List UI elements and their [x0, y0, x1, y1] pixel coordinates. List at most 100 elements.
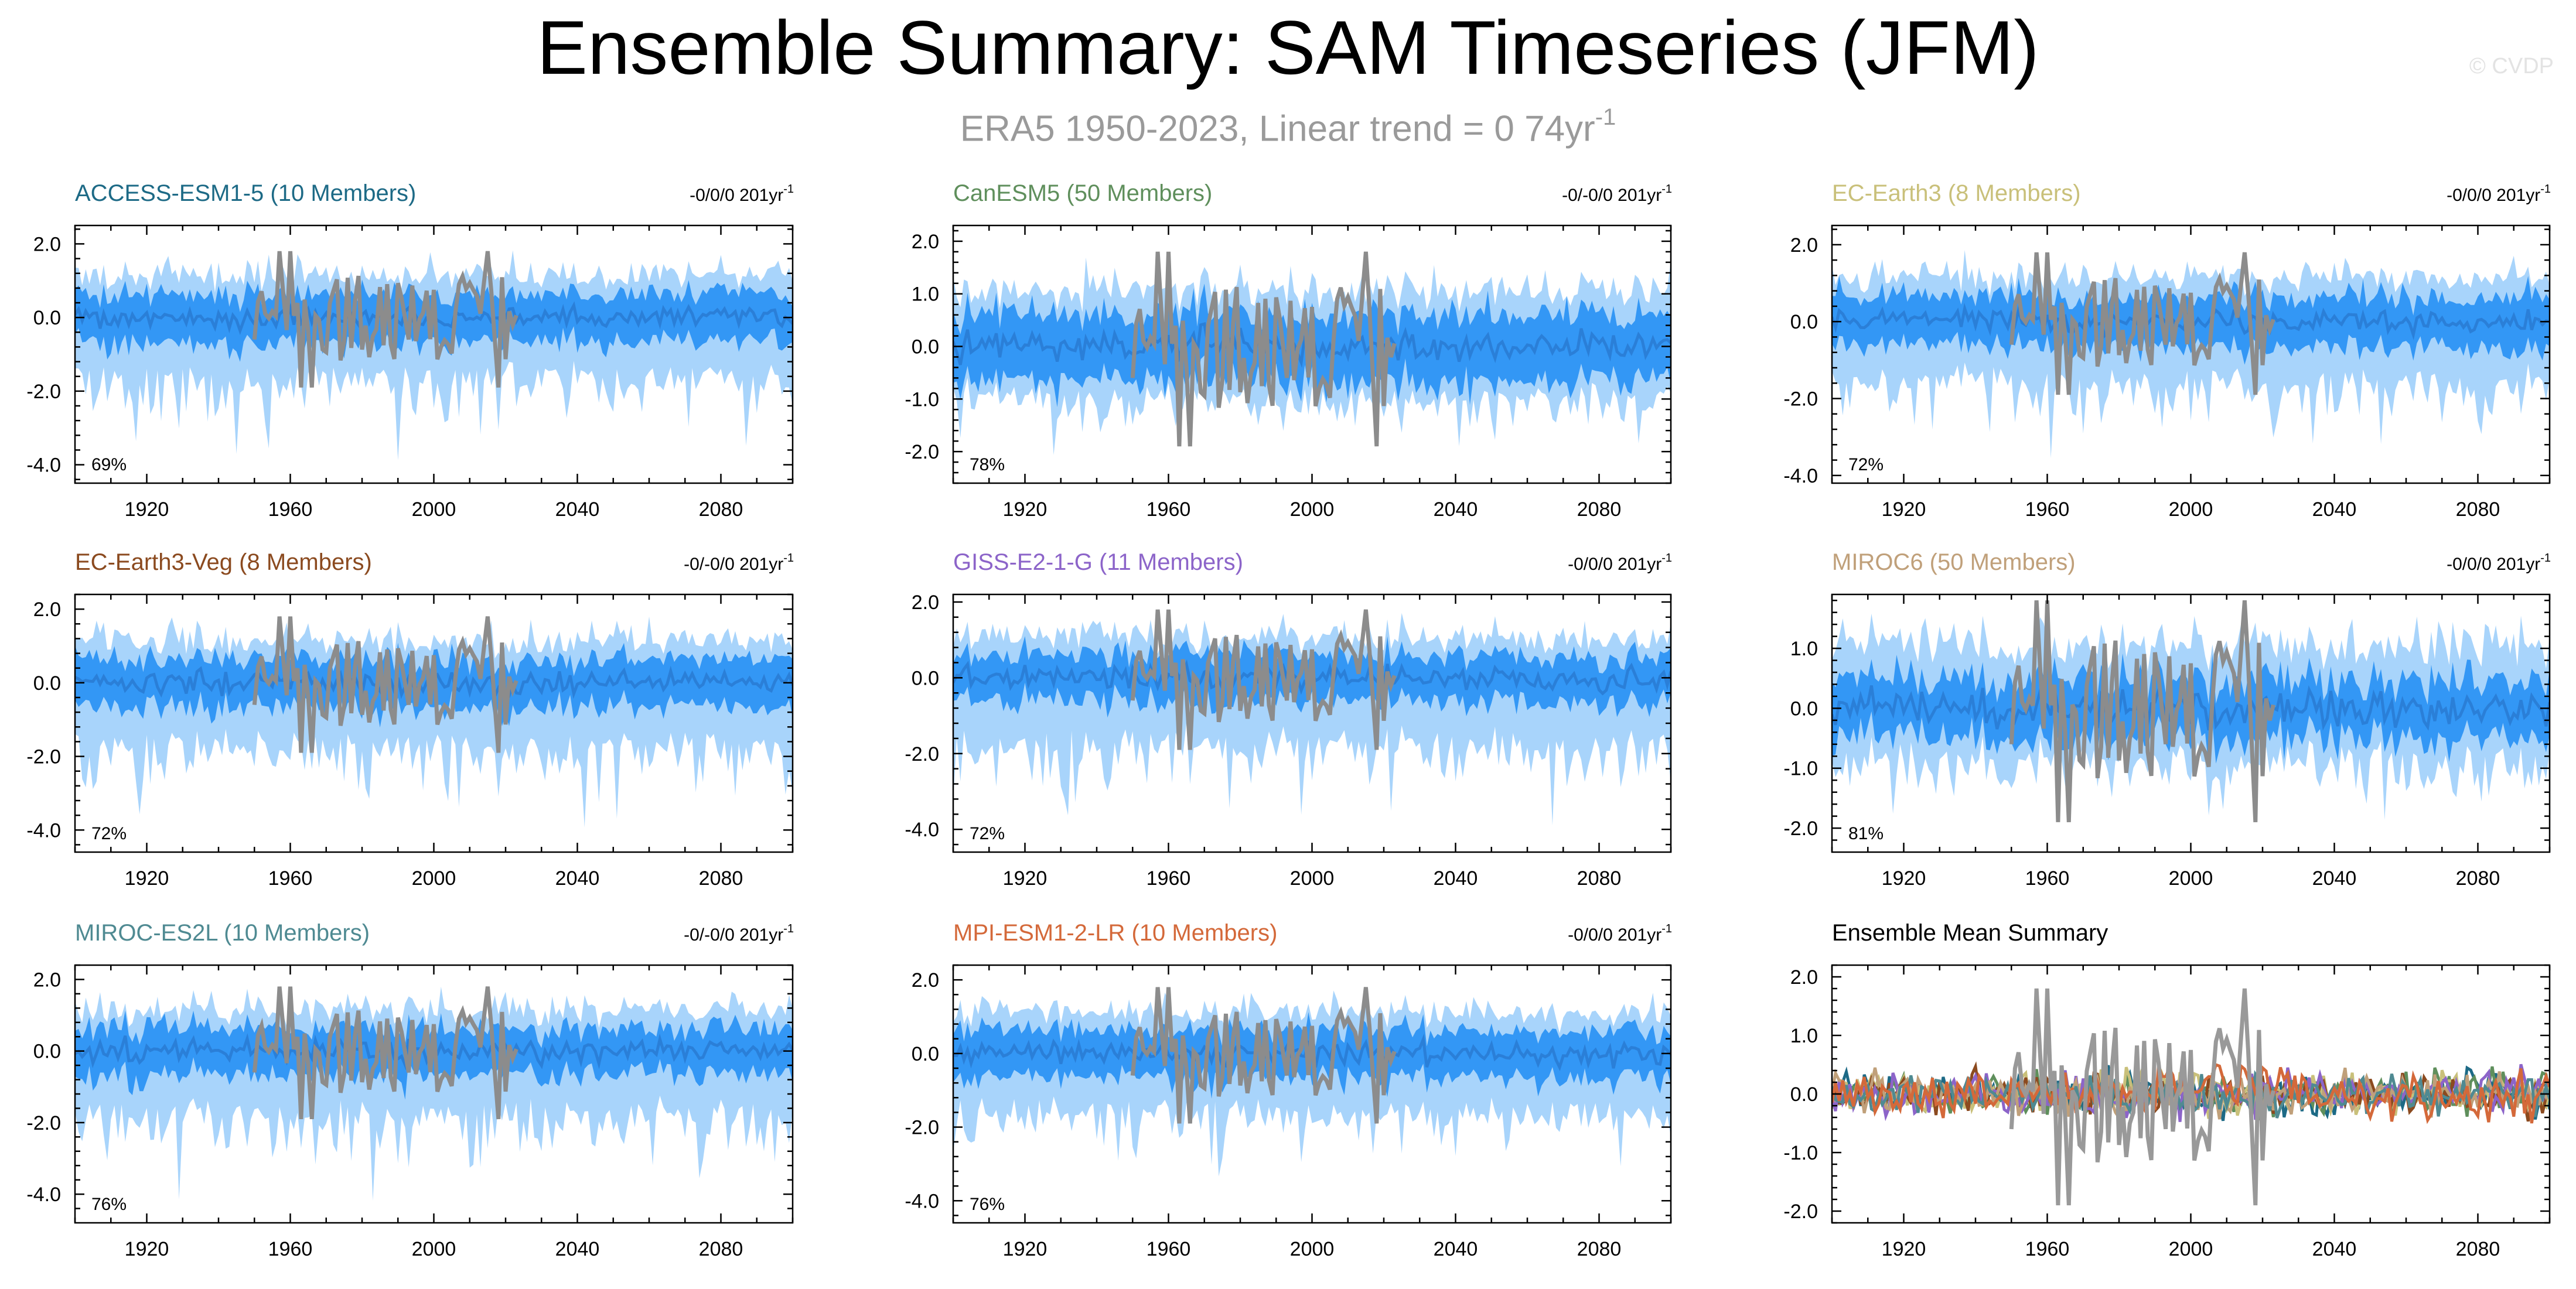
x-tick-label: 2040 — [2312, 1238, 2357, 1260]
ensemble-range-band — [953, 613, 1671, 826]
panel-title: MIROC6 (50 Members) — [1832, 549, 2076, 575]
y-tick-label: 2.0 — [33, 969, 61, 991]
y-tick-label: -1.0 — [1783, 1142, 1818, 1164]
panel-title: MPI-ESM1-2-LR (10 Members) — [953, 920, 1277, 946]
y-tick-label: 2.0 — [912, 231, 939, 253]
y-tick-label: 2.0 — [1790, 966, 1818, 989]
y-tick-label: -2.0 — [905, 743, 939, 765]
trend-label: -0/0/0 201yr-1 — [2447, 552, 2551, 574]
y-tick-label: 2.0 — [912, 969, 939, 991]
percent-label: 76% — [970, 1195, 1005, 1214]
y-tick-label: 1.0 — [1790, 1025, 1818, 1047]
ensemble-range-band — [1832, 249, 2550, 459]
panel-5: GISS-E2-1-G (11 Members) -0/0/0 201yr-1 72… — [905, 549, 1672, 890]
trend-label: -0/0/0 201yr-1 — [1568, 922, 1672, 945]
y-tick-label: -2.0 — [1783, 818, 1818, 840]
plot-area — [75, 616, 793, 828]
panel-title: EC-Earth3-Veg (8 Members) — [75, 549, 372, 575]
plot-area — [75, 986, 793, 1201]
x-tick-label: 2080 — [2456, 1238, 2500, 1260]
y-tick-label: -4.0 — [26, 1184, 61, 1206]
y-tick-label: -2.0 — [905, 1117, 939, 1139]
x-tick-label: 2080 — [2456, 867, 2500, 890]
y-tick-label: 2.0 — [1790, 234, 1818, 257]
subtitle-superscript: -1 — [1595, 104, 1616, 130]
x-tick-label: 2000 — [2169, 867, 2213, 890]
panel-title: ACCESS-ESM1-5 (10 Members) — [75, 180, 416, 206]
x-tick-label: 1920 — [1003, 1238, 1048, 1260]
y-tick-label: -2.0 — [26, 1112, 61, 1134]
panel-3: EC-Earth3 (8 Members) -0/0/0 201yr-1 72% 19… — [1783, 180, 2551, 521]
y-tick-label: 2.0 — [912, 591, 939, 614]
y-tick-label: 0.0 — [33, 672, 61, 695]
panel-8: MPI-ESM1-2-LR (10 Members) -0/0/0 201yr-1… — [905, 920, 1672, 1260]
x-tick-label: 2000 — [1290, 867, 1335, 890]
x-tick-label: 2000 — [2169, 498, 2213, 521]
trend-label: -0/0/0 201yr-1 — [2447, 183, 2551, 205]
observed-line — [252, 251, 518, 388]
x-tick-label: 1960 — [268, 1238, 313, 1260]
panel-7: MIROC-ES2L (10 Members) -0/-0/0 201yr-1 76… — [26, 920, 794, 1260]
x-tick-label: 1920 — [125, 867, 169, 890]
x-tick-label: 2080 — [699, 498, 743, 521]
observed-line — [1130, 251, 1397, 447]
x-tick-label: 1960 — [1147, 1238, 1191, 1260]
x-tick-label: 2040 — [1434, 1238, 1478, 1260]
observed-line — [2009, 600, 2275, 822]
x-tick-label: 2000 — [412, 498, 456, 521]
x-tick-label: 1960 — [2025, 867, 2070, 890]
x-tick-label: 2040 — [2312, 867, 2357, 890]
y-tick-label: -2.0 — [1783, 388, 1818, 411]
y-tick-label: 0.0 — [1790, 311, 1818, 333]
trend-label: -0/-0/0 201yr-1 — [684, 552, 794, 574]
x-tick-label: 2040 — [2312, 498, 2357, 521]
panel-title: Ensemble Mean Summary — [1832, 920, 2108, 946]
y-tick-label: -4.0 — [26, 454, 61, 477]
observed-line — [2009, 988, 2275, 1206]
y-tick-label: -1.0 — [1783, 758, 1818, 780]
panel-title: GISS-E2-1-G (11 Members) — [953, 549, 1243, 575]
y-tick-label: 0.0 — [33, 307, 61, 329]
panel-2: CanESM5 (50 Members) -0/-0/0 201yr-1 78% 19… — [905, 180, 1672, 521]
panel-title: CanESM5 (50 Members) — [953, 180, 1212, 206]
percent-label: 69% — [91, 455, 127, 474]
panel-title: EC-Earth3 (8 Members) — [1832, 180, 2081, 206]
subtitle-text: ERA5 1950-2023, Linear trend = 0 74yr — [960, 108, 1595, 149]
y-tick-label: 0.0 — [1790, 1083, 1818, 1106]
figure-subtitle: ERA5 1950-2023, Linear trend = 0 74yr-1 — [0, 97, 2576, 153]
x-tick-label: 2000 — [412, 1238, 456, 1260]
y-tick-label: -2.0 — [26, 381, 61, 403]
x-tick-label: 1960 — [2025, 498, 2070, 521]
x-tick-label: 2000 — [1290, 1238, 1335, 1260]
trend-label: -0/0/0 201yr-1 — [1568, 552, 1672, 574]
y-tick-label: 0.0 — [33, 1041, 61, 1063]
panel-9: Ensemble Mean Summary 1920 1960 2000 2040 208… — [1783, 920, 2551, 1260]
x-tick-label: 1960 — [268, 498, 313, 521]
x-tick-label: 1920 — [125, 498, 169, 521]
y-tick-label: -4.0 — [26, 819, 61, 842]
x-tick-label: 1920 — [1882, 498, 1926, 521]
y-tick-label: -2.0 — [1783, 1201, 1818, 1223]
x-tick-label: 2080 — [699, 1238, 743, 1260]
y-tick-label: 0.0 — [912, 336, 939, 358]
x-tick-label: 2000 — [2169, 1238, 2213, 1260]
x-tick-label: 2040 — [1434, 867, 1478, 890]
observed-line — [252, 986, 518, 1120]
x-tick-label: 1960 — [2025, 1238, 2070, 1260]
plot-area — [953, 251, 1671, 455]
y-tick-label: 1.0 — [1790, 638, 1818, 660]
panel-1: ACCESS-ESM1-5 (10 Members) -0/0/0 201yr-1… — [26, 180, 794, 521]
percent-label: 72% — [91, 824, 127, 843]
y-tick-label: 0.0 — [1790, 698, 1818, 720]
y-tick-label: -4.0 — [905, 819, 939, 841]
y-tick-label: -2.0 — [26, 746, 61, 768]
x-tick-label: 1920 — [1882, 867, 1926, 890]
y-tick-label: 2.0 — [33, 233, 61, 255]
x-tick-label: 2080 — [1577, 1238, 1622, 1260]
x-tick-label: 2000 — [1290, 498, 1335, 521]
x-tick-label: 2080 — [1577, 498, 1622, 521]
y-tick-label: -2.0 — [905, 441, 939, 463]
y-tick-label: 2.0 — [33, 599, 61, 621]
plot-area — [1832, 600, 2550, 822]
